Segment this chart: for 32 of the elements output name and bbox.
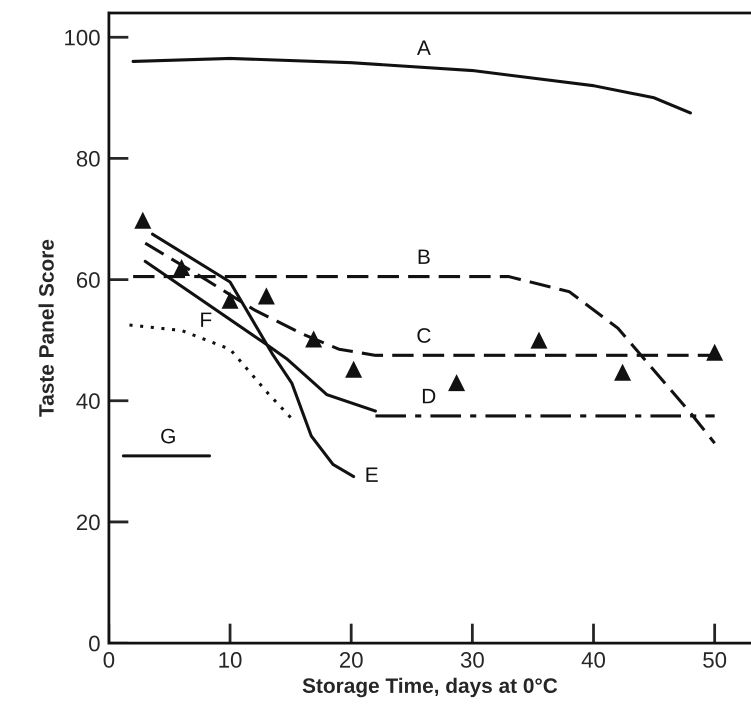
point bbox=[614, 364, 632, 381]
point bbox=[345, 360, 362, 378]
x-tick-label: 20 bbox=[340, 652, 363, 668]
annotation: D bbox=[422, 388, 436, 404]
x-tick-label: 0 bbox=[104, 652, 114, 668]
point bbox=[258, 287, 275, 304]
annotation: G bbox=[161, 428, 175, 444]
y-tick-label: 100 bbox=[65, 30, 100, 46]
point bbox=[173, 258, 190, 276]
x-tick-label: 30 bbox=[460, 652, 484, 668]
y-tick-label: 80 bbox=[76, 150, 100, 167]
y-tick-label: 40 bbox=[76, 393, 100, 410]
annotation: C bbox=[417, 328, 431, 343]
x-axis-title: Storage Time, days at 0°C bbox=[302, 678, 558, 698]
y-tick-label: 20 bbox=[76, 514, 100, 530]
y-tick-label: 60 bbox=[76, 272, 100, 288]
point bbox=[530, 332, 548, 349]
point bbox=[222, 292, 239, 309]
y-axis-title: Taste Panel Score bbox=[38, 240, 54, 417]
annotation: E bbox=[366, 468, 378, 482]
point bbox=[706, 344, 724, 361]
point bbox=[448, 374, 466, 392]
x-tick-label: 10 bbox=[219, 652, 242, 668]
y-tick-label: 0 bbox=[89, 636, 100, 652]
x-tick-label: 40 bbox=[582, 652, 605, 668]
annotation: F bbox=[201, 312, 212, 327]
point bbox=[134, 212, 152, 229]
annotation: A bbox=[416, 40, 431, 55]
x-tick-label: 50 bbox=[703, 652, 726, 668]
annotation: B bbox=[418, 250, 430, 264]
line-series bbox=[132, 56, 692, 114]
point bbox=[305, 330, 322, 348]
